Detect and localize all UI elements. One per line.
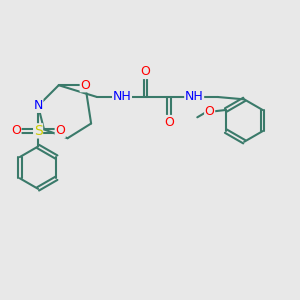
Text: O: O bbox=[55, 124, 65, 137]
Text: NH: NH bbox=[113, 91, 131, 103]
Text: O: O bbox=[205, 105, 214, 118]
Text: O: O bbox=[141, 65, 151, 79]
Text: O: O bbox=[80, 79, 90, 92]
Text: O: O bbox=[11, 124, 21, 137]
Text: S: S bbox=[34, 124, 43, 138]
Text: N: N bbox=[33, 99, 43, 112]
Text: O: O bbox=[164, 116, 174, 128]
Text: NH: NH bbox=[185, 91, 203, 103]
